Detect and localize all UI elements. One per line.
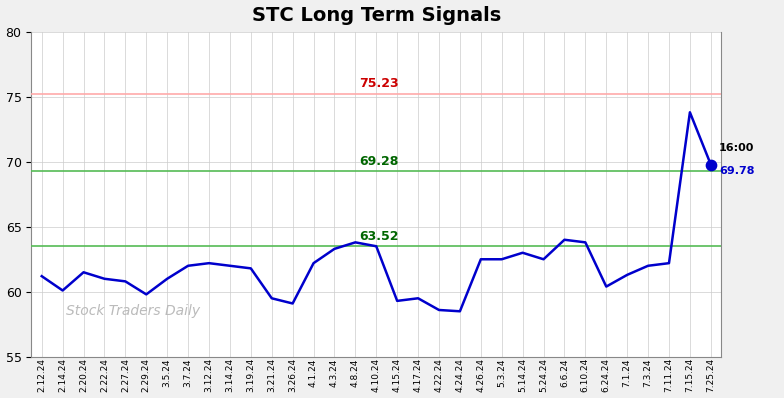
Title: STC Long Term Signals: STC Long Term Signals: [252, 6, 501, 25]
Text: 63.52: 63.52: [359, 230, 398, 243]
Point: [705, 162, 717, 168]
Text: Stock Traders Daily: Stock Traders Daily: [66, 304, 200, 318]
Text: 69.28: 69.28: [359, 155, 398, 168]
Text: 16:00: 16:00: [719, 143, 754, 153]
Text: 75.23: 75.23: [359, 78, 399, 90]
Text: 69.78: 69.78: [719, 166, 755, 176]
